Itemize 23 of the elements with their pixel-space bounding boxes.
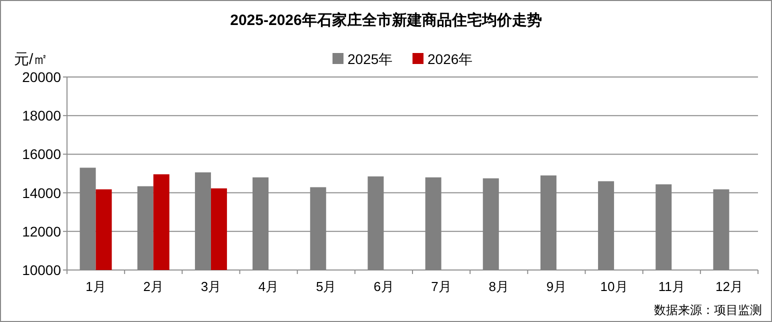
x-tick-label: 9月 [546,279,567,294]
y-tick-label: 12000 [22,223,62,240]
x-tick-label: 1月 [86,279,106,294]
x-tick-label: 6月 [374,279,394,294]
x-tick-label: 7月 [431,279,452,294]
x-tick-label: 11月 [658,279,685,294]
x-tick-label: 10月 [600,279,628,294]
chart-title: 2025-2026年石家庄全市新建商品住宅均价走势 [230,11,542,29]
legend-label: 2026年 [428,51,473,67]
y-tick-label: 20000 [22,69,62,85]
y-tick-label: 18000 [22,108,62,124]
legend-label: 2025年 [348,51,393,67]
x-tick-label: 12月 [715,279,743,294]
y-tick-label: 14000 [22,184,62,201]
x-tick-label: 2月 [143,279,164,294]
y-axis-title: 元/㎡ [14,51,48,68]
source-note: 数据来源：项目监测 [654,303,762,317]
y-tick-label: 16000 [22,146,62,162]
y-tick-label: 10000 [22,262,62,278]
x-tick-label: 3月 [200,279,222,294]
x-tick-label: 8月 [488,279,509,294]
x-tick-label: 4月 [258,279,279,294]
x-tick-label: 5月 [316,279,336,294]
